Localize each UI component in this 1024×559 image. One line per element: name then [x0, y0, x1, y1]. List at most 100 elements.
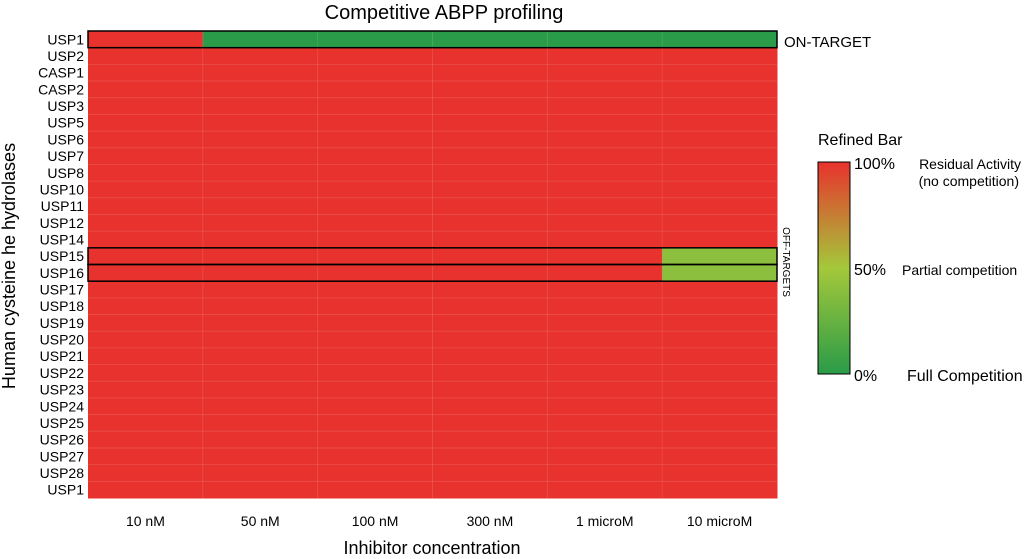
heatmap-cell [88, 114, 204, 132]
heatmap-cell [547, 431, 663, 449]
heatmap-cell [88, 97, 204, 115]
y-tick-label: USP14 [40, 231, 85, 247]
heatmap-cell [317, 164, 433, 182]
heatmap-cell [317, 114, 433, 132]
heatmap-cell [202, 147, 319, 165]
heatmap-cell [202, 431, 319, 449]
y-tick-label: USP18 [40, 298, 85, 314]
heatmap-cell [662, 281, 778, 299]
heatmap-cell [202, 47, 319, 65]
heatmap-cell [317, 481, 433, 499]
heatmap-cell [547, 347, 663, 366]
heatmap-cell [202, 131, 319, 149]
heatmap-cell [432, 281, 548, 299]
heatmap-cell [547, 81, 663, 99]
y-tick-label: USP23 [40, 382, 85, 398]
heatmap-cell [202, 164, 319, 182]
heatmap-cell [317, 214, 433, 232]
heatmap-cell [662, 481, 778, 499]
heatmap-cell [547, 297, 663, 316]
heatmap-cell [88, 231, 204, 249]
y-tick-label: USP28 [40, 465, 85, 481]
heatmap-cell [432, 347, 548, 366]
heatmap-cell [317, 147, 433, 165]
x-tick-label: 50 nM [241, 513, 280, 529]
heatmap-cell [432, 131, 548, 149]
heatmap-cell [432, 447, 548, 466]
heatmap-cell [662, 347, 778, 366]
heatmap-cell [202, 331, 319, 349]
heatmap-cell [547, 131, 663, 149]
heatmap-cell [662, 147, 778, 165]
heatmap-cell [547, 397, 663, 416]
heatmap-cells [88, 31, 778, 499]
heatmap-cell [662, 181, 778, 199]
colorbar-ticks: 100% Residual Activity(no competition) 50%… [854, 156, 1023, 385]
heatmap-cell [432, 431, 548, 449]
heatmap-cell [432, 314, 548, 332]
heatmap-cell [432, 264, 548, 282]
heatmap-cell [317, 181, 433, 199]
heatmap-cell [662, 431, 778, 449]
heatmap-cell [317, 364, 433, 382]
row-highlight [87, 30, 778, 49]
y-tick-label: USP21 [40, 348, 85, 364]
heatmap-cell [432, 81, 548, 99]
heatmap-cell [662, 164, 778, 182]
colorbar-tick-description: Residual Activity [919, 156, 1021, 172]
y-tick-label: USP11 [41, 198, 85, 214]
heatmap-cell [432, 147, 548, 165]
heatmap-cell [547, 197, 663, 215]
heatmap-cell [432, 197, 548, 215]
heatmap-cell [432, 31, 548, 49]
heatmap-cell [547, 381, 663, 399]
heatmap-cell [662, 364, 778, 382]
heatmap-cell [432, 414, 548, 432]
heatmap-cell [317, 464, 433, 482]
heatmap-cell [202, 281, 319, 299]
heatmap-cell [547, 281, 663, 299]
heatmap-cell [662, 447, 778, 466]
heatmap-cell [202, 297, 319, 316]
heatmap-cell [202, 31, 319, 49]
heatmap-cell [547, 31, 663, 49]
heatmap-cell [662, 131, 778, 149]
y-tick-label: USP7 [47, 148, 84, 164]
heatmap-cell [317, 331, 433, 349]
heatmap-cell [88, 347, 204, 366]
colorbar-tick-description: Full Competition [907, 368, 1023, 385]
heatmap-cell [317, 397, 433, 416]
heatmap-cell [432, 181, 548, 199]
heatmap-cell [88, 481, 204, 499]
x-tick-label: 300 nM [467, 513, 514, 529]
heatmap-cell [662, 231, 778, 249]
heatmap-cell [88, 64, 204, 82]
heatmap-cell [202, 364, 319, 382]
heatmap-cell [88, 297, 204, 316]
heatmap-cell [432, 64, 548, 82]
heatmap-cell [202, 264, 319, 282]
heatmap-cell [432, 331, 548, 349]
heatmap-cell [88, 164, 204, 182]
heatmap-cell [432, 297, 548, 316]
heatmap-cell [317, 97, 433, 115]
colorbar-tick-description: Partial competition [902, 262, 1017, 278]
y-axis-title: Human cysteine he hydrolases [0, 143, 19, 389]
y-tick-label: USP26 [40, 432, 85, 448]
heatmap-cell [317, 231, 433, 249]
heatmap-cell [662, 114, 778, 132]
heatmap-cell [662, 214, 778, 232]
heatmap-cell [317, 47, 433, 65]
y-tick-labels: USP1USP2CASP1CASP2USP3USP5USP6USP7USP8US… [38, 31, 84, 497]
y-tick-label: CASP2 [38, 81, 84, 97]
heatmap-cell [202, 314, 319, 332]
heatmap-cell [662, 264, 778, 282]
heatmap-cell [432, 164, 548, 182]
heatmap-cell [202, 464, 319, 482]
heatmap-cell [317, 247, 433, 265]
heatmap-cell [88, 131, 204, 149]
y-tick-label: USP25 [40, 415, 85, 431]
heatmap-cell [317, 314, 433, 332]
y-tick-label: USP22 [40, 365, 85, 381]
